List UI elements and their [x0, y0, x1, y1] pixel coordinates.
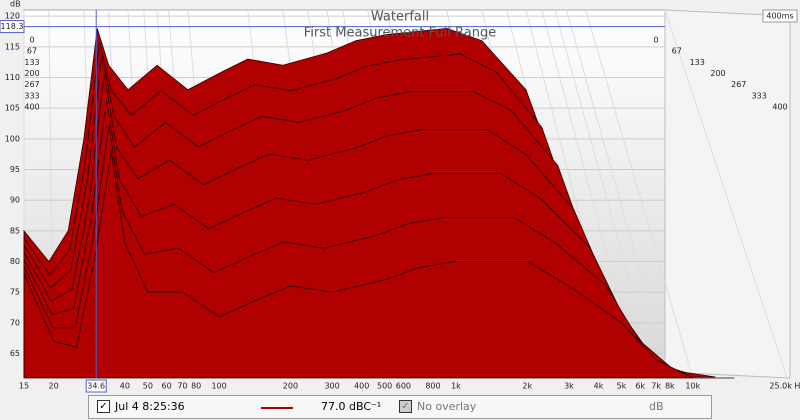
- z-tick-label: 133: [24, 58, 39, 67]
- z-tick-label: 200: [710, 69, 725, 78]
- z-tick-label: 67: [27, 47, 37, 56]
- chart: 6570758085909510010511011512015203040506…: [0, 0, 800, 393]
- x-tick-label: 80: [191, 382, 201, 391]
- z-tick-label: 200: [24, 69, 39, 78]
- checkbox[interactable]: ✓: [97, 400, 110, 413]
- x-tick-label: 40: [120, 382, 130, 391]
- x-tick-label: 500: [377, 382, 392, 391]
- side-wall: [664, 9, 791, 379]
- x-tick-label: 5k: [617, 382, 627, 391]
- x-tick-label: 60: [161, 382, 171, 391]
- z-tick-label: 0: [29, 36, 34, 45]
- x-tick-label: 8k: [665, 382, 675, 391]
- y-tick-label: 95: [10, 165, 20, 174]
- chart-title: Waterfall: [371, 10, 429, 25]
- measurement-level: 77.0 dBC⁻¹: [321, 400, 382, 413]
- unit-label: dB: [649, 400, 664, 413]
- cursor-time: 400ms: [766, 12, 793, 21]
- overlay-checkbox[interactable]: ✓: [399, 400, 412, 413]
- y-tick-label: 105: [5, 104, 20, 113]
- x-tick-label: 3k: [564, 382, 574, 391]
- cursor-y-label: 118.3: [1, 22, 24, 31]
- measurement-date: Jul 4 8:25:36: [115, 400, 185, 413]
- z-tick-label: 267: [24, 80, 39, 89]
- z-tick-label: 267: [731, 80, 746, 89]
- chart-subtitle: First Measurement Full Range: [304, 26, 496, 41]
- y-tick-label: 90: [10, 196, 20, 205]
- y-axis-label: dB: [10, 0, 21, 9]
- x-tick-label: 6k: [635, 382, 645, 391]
- z-tick-label: 133: [690, 58, 705, 67]
- cursor-box: [762, 9, 798, 23]
- z-tick-label: 400: [772, 103, 787, 112]
- x-tick-label: 1k: [451, 382, 461, 391]
- cursor-x-label: 34.6: [87, 382, 105, 391]
- y-tick-label: 120: [5, 12, 20, 21]
- z-tick-label: 400: [24, 103, 39, 112]
- y-tick-label: 70: [10, 318, 20, 327]
- x-tick-label: 50: [143, 382, 153, 391]
- x-tick-label: 800: [425, 382, 440, 391]
- grid-line: [585, 9, 694, 379]
- cursor-box: [85, 379, 107, 393]
- grid-line: [664, 9, 788, 379]
- y-tick-label: 85: [10, 226, 20, 235]
- z-tick-label: 0: [653, 36, 658, 45]
- legend-bar: ✓ Jul 4 8:25:36 77.0 dBC⁻¹ ✓ No overlay …: [88, 395, 712, 419]
- x-tick-label: 7k: [651, 382, 661, 391]
- x-tick-label: 70: [177, 382, 187, 391]
- cursor-box: [0, 20, 25, 34]
- y-tick-label: 75: [10, 288, 20, 297]
- legend-line: [261, 407, 293, 409]
- x-tick-label: 10k: [685, 382, 700, 391]
- x-tick-label: 300: [324, 382, 339, 391]
- waterfall-slice: [23, 150, 735, 379]
- x-tick-label: 20: [48, 382, 58, 391]
- grid-line: [554, 9, 657, 379]
- x-tick-label: 200: [283, 382, 298, 391]
- grid-line: [566, 9, 671, 379]
- x-tick-label: 600: [396, 382, 411, 391]
- x-tick-label: 25.0k Hz: [769, 382, 800, 391]
- x-tick-label: 2k: [522, 382, 532, 391]
- y-tick-label: 100: [5, 134, 20, 143]
- x-tick-label: 100: [211, 382, 226, 391]
- z-tick-label: 333: [24, 91, 39, 100]
- y-tick-label: 110: [5, 73, 20, 82]
- x-tick-label: 400: [354, 382, 369, 391]
- x-tick-label: 4k: [594, 382, 604, 391]
- z-tick-label: 67: [672, 47, 682, 56]
- y-tick-label: 65: [10, 349, 20, 358]
- overlay-label: No overlay: [417, 400, 477, 413]
- z-tick-label: 333: [752, 91, 767, 100]
- x-tick-label: 15: [19, 382, 29, 391]
- y-tick-label: 115: [5, 42, 20, 51]
- y-tick-label: 80: [10, 257, 20, 266]
